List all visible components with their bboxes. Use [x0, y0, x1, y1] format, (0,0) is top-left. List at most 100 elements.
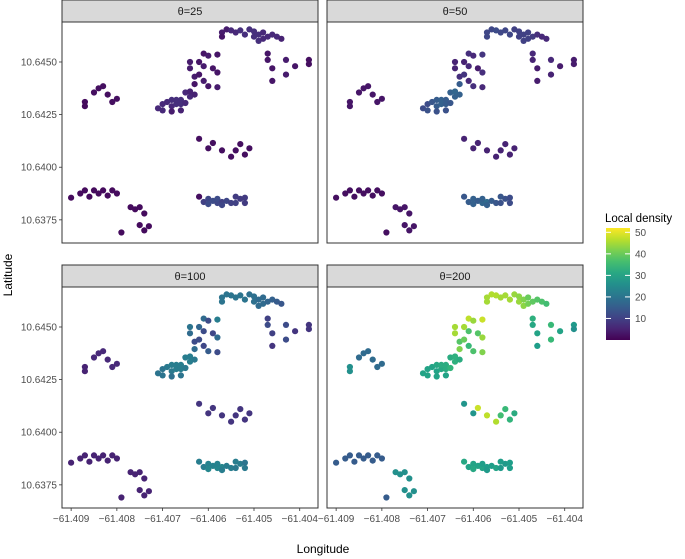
data-point — [177, 107, 184, 114]
data-point — [483, 33, 491, 40]
data-point — [173, 96, 180, 103]
data-point — [269, 342, 276, 349]
data-point — [182, 99, 189, 107]
data-point — [196, 400, 203, 407]
data-point — [406, 492, 413, 499]
data-point — [451, 65, 459, 72]
data-point — [141, 210, 148, 217]
data-point — [95, 455, 102, 462]
data-point — [264, 315, 271, 322]
data-point — [118, 494, 125, 501]
data-point — [237, 27, 244, 34]
x-tick-label: −61.406 — [455, 514, 492, 525]
data-point — [113, 95, 120, 102]
y-tick-label: 10.6450 — [21, 322, 58, 333]
data-point — [474, 404, 481, 412]
data-point — [374, 98, 381, 106]
data-point — [200, 342, 207, 349]
data-point — [241, 296, 248, 303]
data-point — [136, 487, 143, 494]
data-point — [493, 464, 500, 472]
data-point — [104, 91, 111, 98]
data-point — [145, 223, 152, 230]
data-point — [529, 321, 536, 328]
data-point — [241, 199, 248, 207]
facet-panel: θ=25 10.6375 10.6400 10.6425 10.6450 — [21, 0, 319, 244]
data-point — [241, 416, 248, 423]
data-point — [506, 464, 513, 472]
data-point — [246, 410, 253, 417]
data-point — [355, 187, 363, 194]
data-point — [456, 346, 463, 353]
y-tick-label: 10.6450 — [21, 57, 58, 68]
legend-title: Local density — [605, 213, 672, 225]
data-point — [68, 194, 75, 201]
data-point — [218, 298, 226, 305]
data-point — [278, 300, 285, 307]
x-tick-label: −61.408 — [364, 514, 401, 525]
data-point — [493, 418, 500, 425]
data-point — [461, 58, 468, 66]
data-point — [365, 348, 372, 355]
data-point — [282, 321, 290, 328]
data-point — [232, 147, 239, 154]
data-point — [214, 195, 221, 202]
data-point — [470, 348, 477, 355]
data-point — [250, 293, 258, 300]
data-point — [333, 459, 340, 466]
data-point — [479, 349, 486, 356]
data-point — [209, 404, 216, 412]
data-point — [232, 412, 239, 419]
data-point — [214, 334, 221, 341]
data-point — [113, 360, 120, 367]
data-point — [543, 300, 550, 307]
data-point — [410, 488, 417, 495]
data-point — [497, 199, 504, 207]
data-point — [196, 71, 203, 78]
data-point — [442, 107, 449, 114]
data-point — [557, 328, 564, 335]
data-point — [145, 488, 152, 495]
data-point — [196, 458, 203, 465]
data-point — [433, 361, 440, 368]
data-point — [465, 342, 472, 349]
data-point — [360, 190, 367, 197]
data-point — [141, 475, 148, 482]
data-point — [191, 81, 198, 88]
data-point — [241, 459, 248, 466]
data-point — [442, 96, 449, 103]
data-point — [186, 330, 194, 337]
data-point — [100, 83, 107, 90]
data-point — [218, 202, 226, 209]
data-point — [470, 201, 477, 208]
data-point — [109, 363, 116, 371]
data-point — [369, 356, 376, 363]
data-point — [81, 452, 88, 459]
data-point — [483, 147, 491, 154]
data-point — [196, 193, 203, 200]
data-point — [86, 193, 93, 200]
data-point — [534, 330, 541, 337]
data-point — [292, 63, 299, 70]
data-point — [506, 31, 513, 38]
data-point — [136, 222, 143, 229]
data-point — [182, 364, 189, 372]
data-point — [191, 356, 198, 363]
data-point — [502, 406, 509, 413]
data-point — [214, 460, 221, 467]
data-point — [186, 58, 194, 66]
data-point — [433, 108, 440, 115]
data-point — [474, 330, 481, 337]
data-point — [506, 151, 513, 158]
data-point — [237, 141, 244, 148]
data-point — [378, 190, 385, 197]
data-point — [109, 187, 116, 194]
data-point — [470, 317, 477, 324]
data-point — [90, 89, 98, 96]
data-point — [77, 190, 84, 197]
data-point — [470, 410, 477, 417]
data-point — [205, 83, 212, 90]
facet-label: θ=200 — [440, 271, 471, 283]
facet-panel: θ=200 −61.409 −61.408 −61.407 −61.406 −61.405… — [318, 264, 584, 525]
